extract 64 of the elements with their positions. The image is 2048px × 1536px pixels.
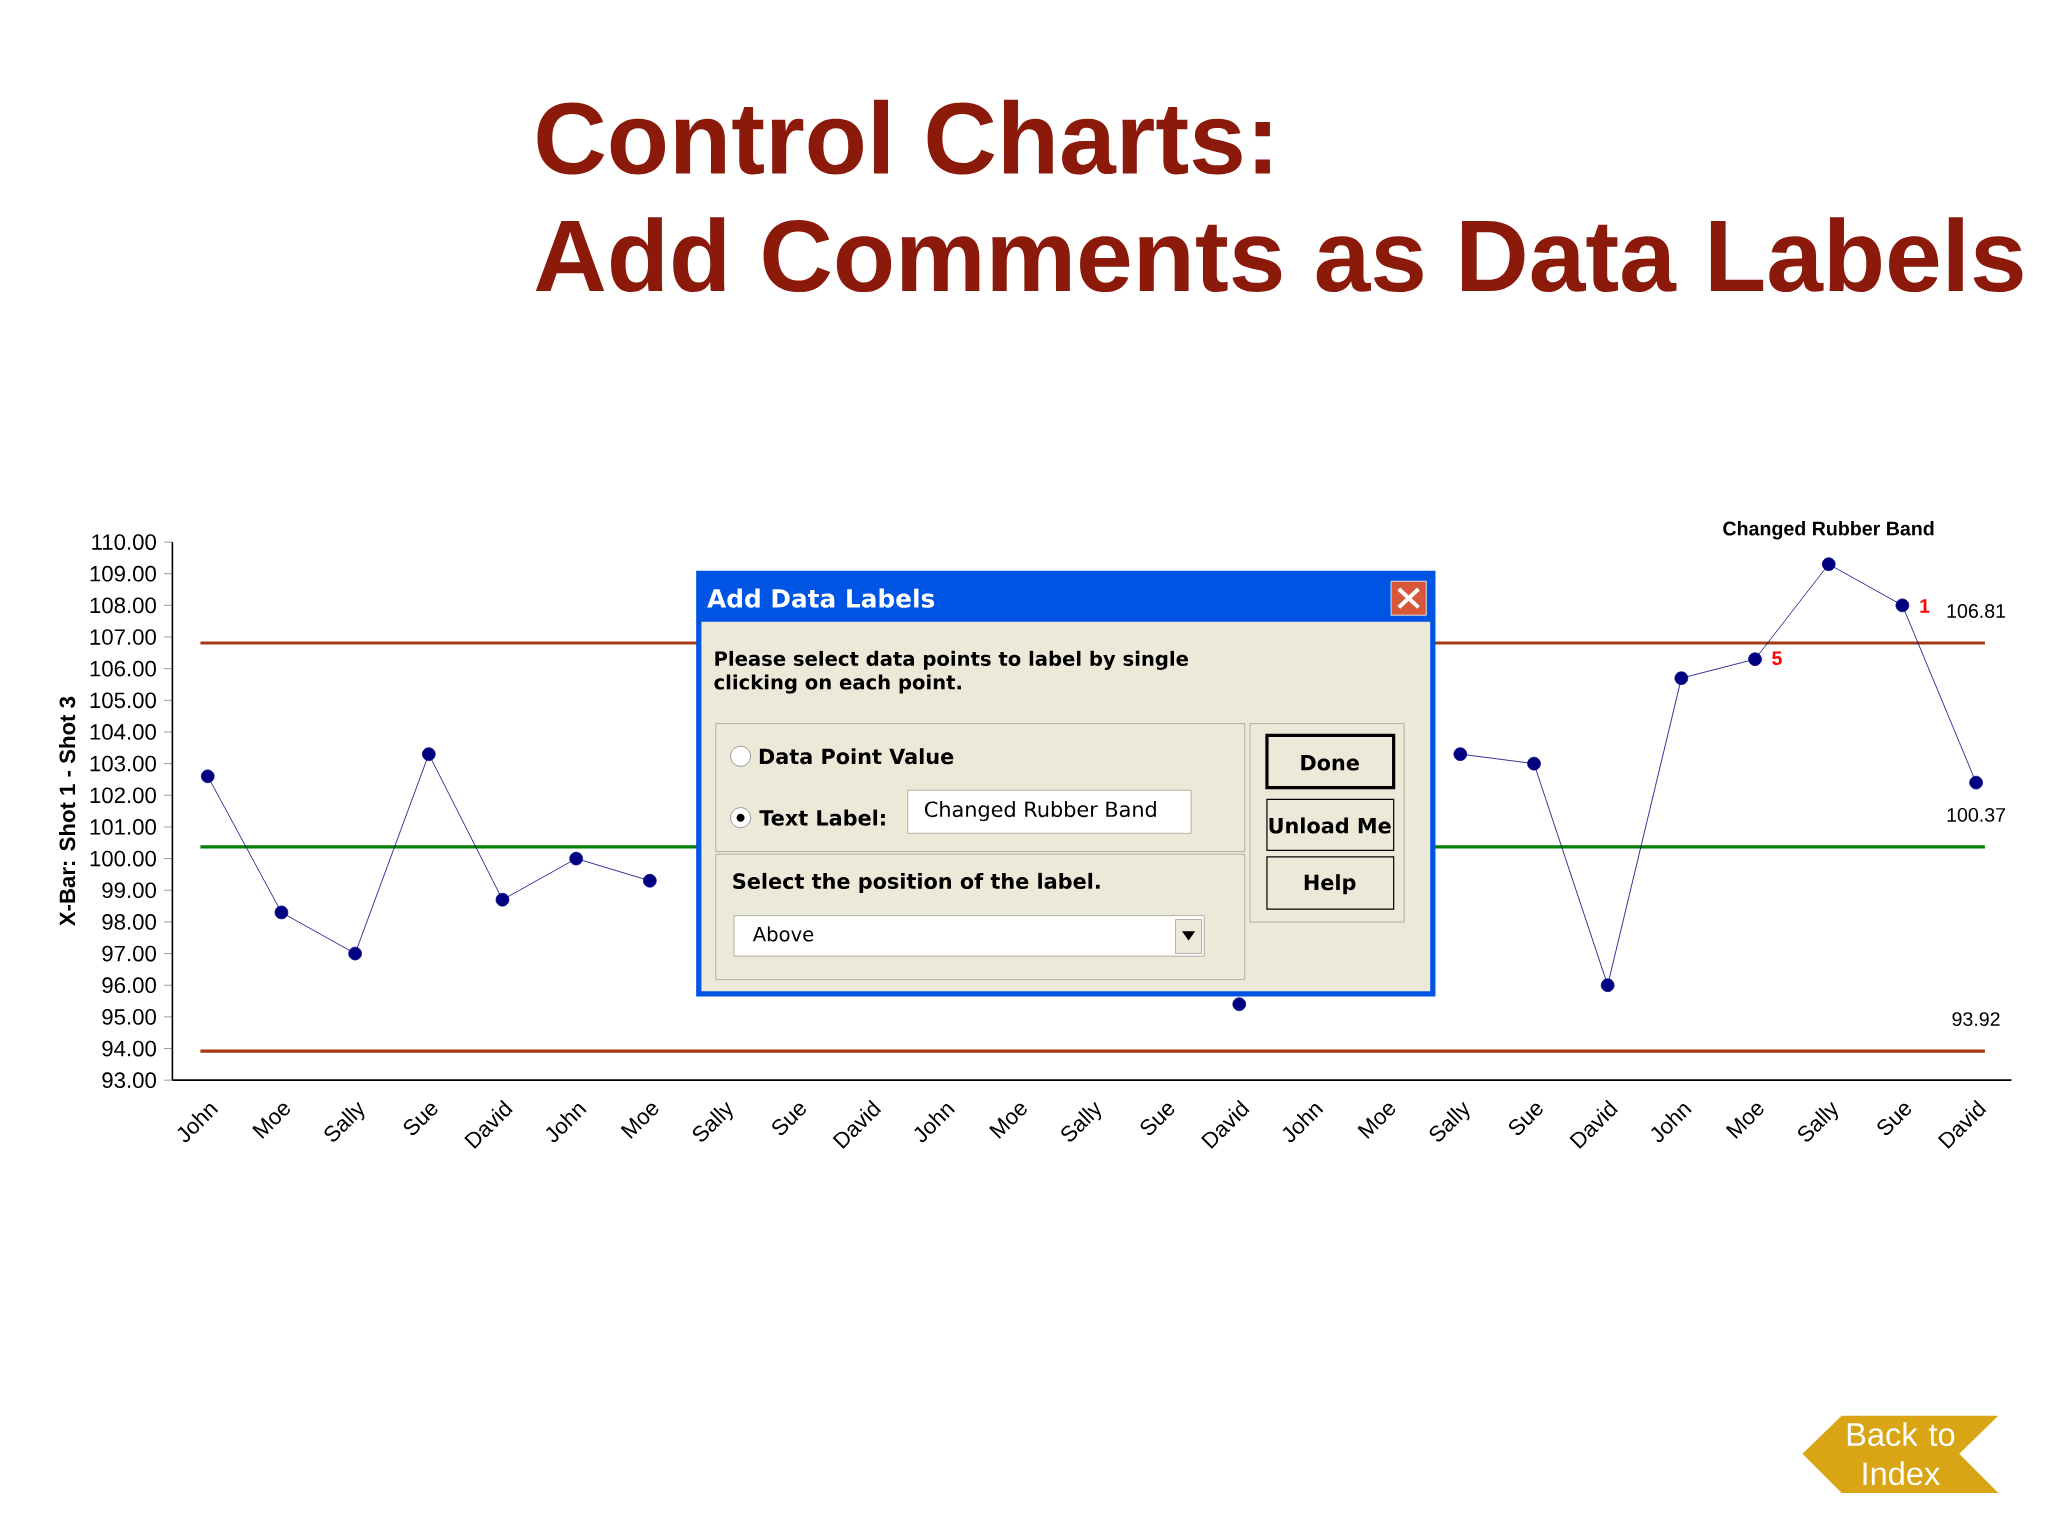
y-tick-label: 101.00 bbox=[90, 819, 156, 835]
x-tick-label: Moe bbox=[989, 1103, 1027, 1139]
x-tick-label: Moe bbox=[620, 1103, 659, 1139]
chart-title: Control Charts: bbox=[537, 99, 1270, 175]
annotation: Changed Rubber Band bbox=[924, 801, 1156, 822]
x-tick-label: Sue bbox=[1877, 1103, 1911, 1135]
y-tick-label: 95.00 bbox=[102, 1009, 156, 1025]
point bbox=[1895, 598, 1910, 613]
y-tick-label: 105.00 bbox=[90, 692, 156, 709]
x-tick-label: Sue bbox=[403, 1103, 438, 1135]
annotation: 5 bbox=[1772, 651, 1782, 666]
y-tick-label: 98.00 bbox=[102, 914, 156, 930]
y-tick-label: 110.00 bbox=[92, 534, 156, 550]
y-tick-label: 109.00 bbox=[90, 565, 156, 582]
point bbox=[1527, 756, 1541, 771]
annotation: Add Data Labels bbox=[707, 588, 935, 608]
x-tick-label: Moe bbox=[1725, 1103, 1764, 1139]
annotation: Done bbox=[1301, 755, 1359, 771]
annotation: Select the position of the label. bbox=[733, 872, 1100, 894]
y-tick-label: 94.00 bbox=[102, 1040, 156, 1057]
annotation: 1 bbox=[1920, 599, 1930, 613]
point bbox=[569, 851, 583, 866]
y-tick-label: 99.00 bbox=[102, 882, 156, 899]
y-axis-title: X-Bar: Shot 1 - Shot 3 bbox=[58, 696, 76, 927]
point bbox=[1821, 557, 1836, 572]
text: Back to Index bbox=[1847, 1422, 1955, 1486]
y-tick-label: 96.00 bbox=[102, 977, 156, 994]
y-tick-label: 102.00 bbox=[90, 787, 156, 804]
x-tick-label: Sue bbox=[1140, 1103, 1175, 1135]
x-tick-label: Sue bbox=[1509, 1103, 1543, 1135]
chart-subtitle: Add Comments as Data Labels bbox=[535, 217, 2023, 293]
y-tick-label: 103.00 bbox=[90, 755, 156, 772]
y-tick-label: 100.00 bbox=[90, 850, 156, 867]
point bbox=[1232, 997, 1247, 1011]
y-tick-label: 93.00 bbox=[102, 1072, 156, 1089]
ref-line-label: 106.81 bbox=[1947, 604, 2006, 618]
point bbox=[200, 769, 215, 784]
annotation: Unload Me bbox=[1269, 817, 1391, 834]
x-tick-label: Sue bbox=[772, 1103, 806, 1135]
text: Changed Rubber Band bbox=[1723, 521, 1934, 540]
y-tick-label: 108.00 bbox=[90, 597, 156, 614]
y-tick-label: 107.00 bbox=[90, 629, 156, 645]
point bbox=[1969, 775, 1983, 790]
x-tick-label: Moe bbox=[252, 1103, 290, 1139]
point bbox=[1748, 652, 1762, 666]
annotation: Please select data points to label by single clicking on each point. bbox=[714, 650, 1188, 694]
point bbox=[274, 905, 289, 920]
y-tick-label: 106.00 bbox=[90, 660, 156, 677]
point bbox=[422, 747, 436, 761]
point bbox=[643, 873, 657, 888]
point bbox=[348, 946, 362, 961]
point bbox=[495, 892, 510, 907]
ref-line-label: 93.92 bbox=[1952, 1012, 2000, 1027]
y-tick-label: 97.00 bbox=[102, 945, 156, 962]
annotation: Above bbox=[752, 926, 814, 942]
ref-line-label: 100.37 bbox=[1947, 807, 2006, 822]
x-tick-label: Moe bbox=[1357, 1103, 1396, 1139]
annotation: Help bbox=[1304, 874, 1356, 895]
y-tick-label: 104.00 bbox=[90, 724, 156, 740]
annotation: Text Label: bbox=[759, 809, 885, 826]
point bbox=[1453, 747, 1468, 761]
point bbox=[1600, 978, 1615, 993]
annotation: Data Point Value bbox=[759, 748, 954, 765]
point bbox=[1674, 671, 1689, 685]
